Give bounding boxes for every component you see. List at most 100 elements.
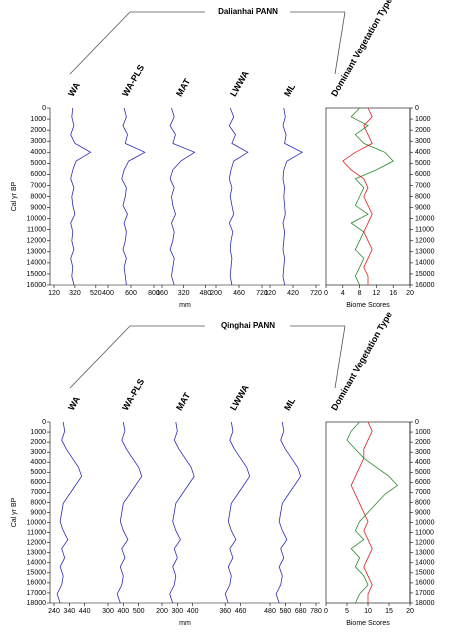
x-tick-label: 340 — [63, 608, 75, 615]
y-tick-label-right: 3000 — [415, 449, 431, 456]
y-tick-label-right: 4000 — [415, 149, 431, 156]
y-tick-label: 12000 — [27, 540, 47, 547]
y-tick-label-right: 6000 — [415, 171, 431, 178]
x-tick-label: 0 — [324, 290, 328, 297]
column-label: LWWA — [228, 383, 251, 413]
y-tick-label: 8000 — [30, 499, 46, 506]
y-tick-label-right: 11000 — [415, 227, 434, 234]
y-tick-label: 4000 — [30, 149, 46, 156]
x-tick-label: 12 — [373, 290, 381, 297]
x-tick-label: 420 — [287, 290, 299, 297]
x-tick-label: 10 — [364, 608, 372, 615]
y-axis-title: Cal yr BP — [11, 497, 18, 527]
y-tick-label-right: 1000 — [415, 116, 431, 123]
y-tick-label: 11000 — [27, 227, 46, 234]
x-axis-title: mm — [179, 620, 191, 627]
y-tick-label: 7000 — [30, 489, 46, 496]
y-tick-label: 5000 — [30, 469, 46, 476]
y-tick-label: 15000 — [27, 570, 47, 577]
x-tick-label: 460 — [233, 290, 245, 297]
y-tick-label: 17000 — [27, 590, 47, 597]
y-tick-label-right: 14000 — [415, 260, 435, 267]
x-tick-label: 360 — [219, 608, 231, 615]
column-label: WA-PLS — [120, 377, 146, 412]
y-axis-title: Cal yr BP — [11, 181, 18, 211]
x-tick-label: 120 — [264, 290, 276, 297]
x-tick-label: 500 — [133, 608, 145, 615]
column-label: LWWA — [228, 69, 251, 99]
y-tick-label-right: 16000 — [415, 282, 435, 289]
x-tick-label: 680 — [295, 608, 307, 615]
y-tick-label: 16000 — [27, 580, 47, 587]
y-tick-label: 18000 — [27, 600, 47, 607]
proxy-curve — [282, 107, 304, 286]
y-tick-label-right: 6000 — [415, 479, 431, 486]
x-tick-label: 300 — [171, 608, 183, 615]
y-tick-label-right: 18000 — [415, 600, 435, 607]
x-tick-label: 300 — [102, 608, 114, 615]
y-tick-label-right: 7000 — [415, 489, 431, 496]
y-tick-label: 1000 — [30, 116, 46, 123]
column-label: Dominant Vegetation Type — [329, 310, 394, 412]
biome-curve — [342, 107, 373, 285]
x-tick-label: 200 — [156, 608, 168, 615]
bracket — [69, 325, 346, 389]
proxy-curve — [169, 107, 196, 286]
y-tick-label-right: 7000 — [415, 182, 431, 189]
biome-curve — [346, 421, 399, 604]
y-tick-label-right: 9000 — [415, 204, 431, 211]
y-tick-label-right: 8000 — [415, 499, 431, 506]
y-tick-label: 2000 — [30, 127, 46, 134]
x-tick-label: 4 — [341, 290, 345, 297]
column-label: WA-PLS — [120, 63, 146, 98]
x-tick-label: 120 — [48, 290, 60, 297]
y-tick-label: 3000 — [30, 449, 46, 456]
proxy-curve — [228, 107, 249, 286]
y-tick-label-right: 9000 — [415, 509, 431, 516]
y-tick-label-right: 17000 — [415, 590, 435, 597]
y-tick-label-right: 11000 — [415, 529, 434, 536]
y-tick-label-right: 2000 — [415, 439, 431, 446]
x-tick-label: 8 — [358, 290, 362, 297]
column-label: ML — [282, 395, 297, 412]
y-tick-label: 11000 — [27, 529, 46, 536]
y-tick-label: 0 — [42, 419, 46, 426]
y-tick-label-right: 10000 — [415, 215, 435, 222]
column-label: MAT — [174, 390, 192, 412]
y-tick-label: 14000 — [27, 260, 47, 267]
x-tick-label: 15 — [385, 608, 393, 615]
proxy-curve — [56, 421, 83, 604]
y-tick-label-right: 15000 — [415, 570, 435, 577]
y-tick-label-right: 5000 — [415, 469, 431, 476]
proxy-curve — [224, 421, 251, 604]
y-tick-label: 16000 — [27, 282, 47, 289]
x-tick-label: 320 — [178, 290, 190, 297]
y-tick-label: 13000 — [27, 550, 47, 557]
y-tick-label-right: 15000 — [415, 271, 435, 278]
y-tick-label: 10000 — [27, 215, 47, 222]
x-tick-label: 480 — [264, 608, 276, 615]
y-tick-label: 3000 — [30, 138, 46, 145]
x-tick-label: 800 — [148, 290, 160, 297]
proxy-curve — [275, 421, 302, 604]
y-tick-label-right: 4000 — [415, 459, 431, 466]
x-tick-label: 400 — [187, 608, 199, 615]
y-tick-label: 7000 — [30, 182, 46, 189]
y-tick-label: 6000 — [30, 479, 46, 486]
biome-curve — [350, 421, 373, 603]
x-axis-title: mm — [179, 302, 191, 309]
x-tick-label: 200 — [210, 290, 222, 297]
x-tick-label: 240 — [48, 608, 60, 615]
x-tick-label: 780 — [310, 608, 322, 615]
x-tick-label: 580 — [279, 608, 291, 615]
y-tick-label: 0 — [42, 105, 46, 112]
y-tick-label: 14000 — [27, 560, 47, 567]
x-tick-label: 460 — [235, 608, 247, 615]
x-tick-label: 480 — [199, 290, 211, 297]
y-tick-label-right: 2000 — [415, 127, 431, 134]
y-tick-label: 10000 — [27, 519, 47, 526]
proxy-curve — [116, 421, 143, 604]
y-tick-label: 1000 — [30, 429, 46, 436]
column-label: WA — [66, 394, 82, 412]
y-tick-label: 2000 — [30, 439, 46, 446]
